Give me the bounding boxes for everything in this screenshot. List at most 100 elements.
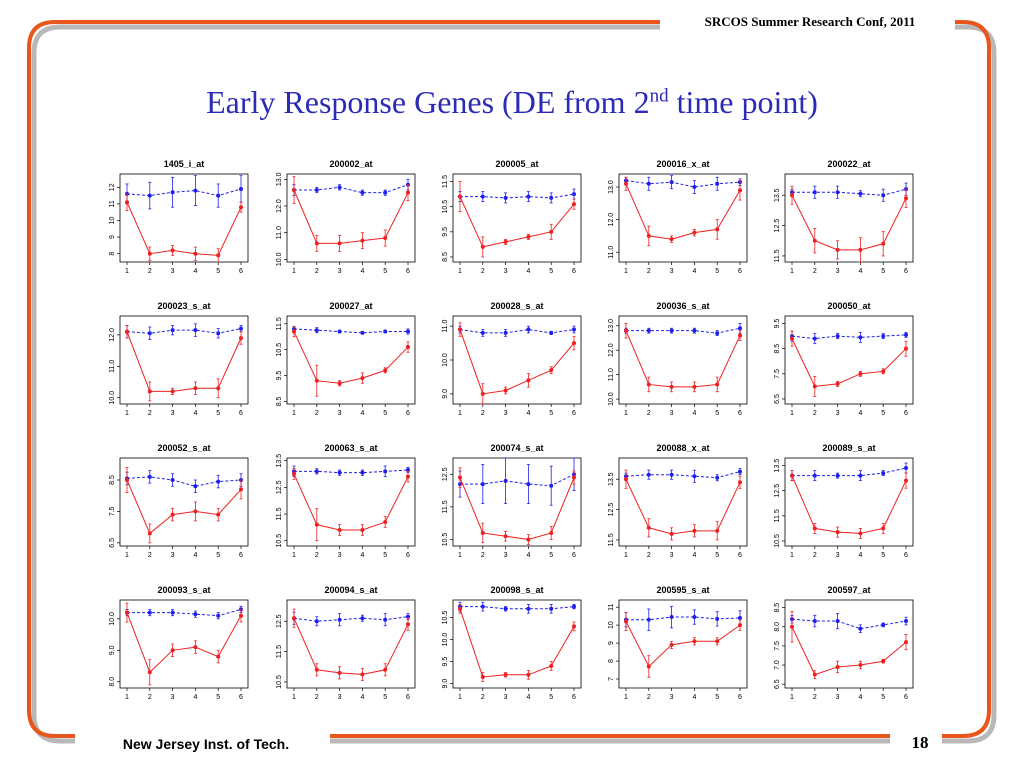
x-tick-label: 5 [881,694,885,701]
y-tick-label: 8 [109,252,116,256]
red-series-line [791,195,907,251]
x-tick-label: 1 [624,552,628,559]
blue-data-point [669,472,674,477]
red-data-point [383,667,388,672]
red-data-point [170,248,175,253]
blue-series-line [460,193,575,199]
gene-plot: 200052_s_at 1 2 3 4 5 6 6.5 7.5 8.5 [109,443,249,559]
red-data-point [125,610,129,615]
red-data-point [572,624,576,629]
x-tick-label: 6 [239,694,243,701]
red-data-point [239,487,243,492]
red-data-point [170,648,175,653]
blue-data-point [738,326,742,331]
red-data-point [147,251,152,256]
x-tick-label: 5 [216,410,220,417]
blue-data-point [572,327,576,332]
x-tick-label: 4 [193,694,197,701]
blue-data-point [314,619,319,624]
y-tick-label: 11.0 [276,226,283,239]
y-tick-label: 13.5 [608,472,615,486]
y-tick-label: 10.5 [276,534,283,548]
red-data-point [835,530,840,535]
blue-series-line [294,184,409,194]
x-tick-label: 5 [715,694,719,701]
x-tick-label: 4 [858,552,862,559]
red-data-point [624,477,628,482]
blue-series-line [791,618,907,630]
x-tick-label: 1 [624,268,628,275]
x-tick-label: 1 [125,552,129,559]
x-tick-label: 3 [670,268,674,275]
blue-series-line [293,616,409,622]
red-series-line [293,473,409,531]
plot-title: 200074_s_at [490,443,543,453]
gene-plot: 200027_at 1 2 3 4 5 6 8.5 9.5 10.5 11.5 [276,301,416,417]
red-data-point [715,528,720,533]
red-data-point [193,386,198,391]
blue-data-point [526,606,531,611]
blue-series-line [126,328,242,334]
blue-series-line [126,188,242,197]
y-tick-label: 8.5 [774,603,781,613]
blue-data-point [526,194,531,199]
x-tick-label: 3 [670,410,674,417]
blue-data-point [835,190,840,195]
x-tick-label: 3 [338,268,342,275]
y-tick-label: 9.5 [774,319,781,329]
x-tick-label: 3 [171,410,175,417]
y-tick-label: 12.0 [608,343,615,357]
blue-data-point [216,193,221,198]
x-tick-label: 1 [458,694,462,701]
x-tick-label: 5 [549,694,553,701]
y-tick-label: 12.5 [774,484,781,498]
gene-plot: 200098_s_at 1 2 3 4 5 6 9.0 9.5 10.0 10.5 [442,585,582,701]
red-data-point [669,531,674,536]
x-tick-label: 1 [790,552,794,559]
red-data-point [458,606,462,611]
x-tick-label: 2 [813,268,817,275]
x-tick-label: 4 [692,410,696,417]
red-data-point [549,530,554,535]
x-tick-label: 6 [738,410,742,417]
red-data-point [624,328,628,333]
y-tick-label: 7.5 [109,506,116,516]
red-series-line [625,183,741,240]
red-data-point [337,381,342,386]
red-data-point [549,664,554,668]
red-data-point [858,663,863,668]
blue-data-point [360,330,365,335]
red-data-point [881,369,886,374]
red-data-point [216,654,221,659]
red-data-point [503,388,508,393]
red-data-point [360,238,365,243]
y-tick-label: 12.5 [608,503,615,517]
blue-data-point [360,470,365,475]
blue-data-point [480,330,485,335]
x-tick-label: 5 [881,268,885,275]
red-data-point [812,384,817,389]
red-data-point [835,247,840,252]
gene-plot: 200002_at 1 2 3 4 5 6 10.0 11.0 12.0 13.0 [276,159,416,275]
red-data-point [170,389,175,394]
red-series-line [791,475,907,534]
red-series-line [459,196,575,248]
red-data-point [239,205,243,210]
plot-box [618,315,748,405]
x-tick-label: 2 [813,694,817,701]
x-tick-label: 5 [383,410,387,417]
y-tick-label: 8.5 [109,475,116,485]
y-tick-label: 13.5 [774,188,781,202]
blue-data-point [646,472,651,477]
gene-plot: 200088_x_at 1 2 3 4 5 6 11.5 12.5 13.5 [608,443,748,559]
x-tick-label: 2 [647,410,651,417]
y-tick-label: 8.0 [109,677,116,687]
red-data-point [458,327,462,332]
x-tick-label: 3 [836,552,840,559]
y-tick-label: 9.5 [442,227,449,237]
red-data-point [835,664,840,669]
y-tick-label: 11 [109,200,116,207]
plot-title: 200052_s_at [157,443,210,453]
